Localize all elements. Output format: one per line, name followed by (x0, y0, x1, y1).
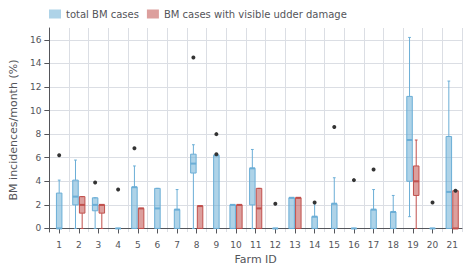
svg-text:total BM cases: total BM cases (66, 9, 139, 20)
svg-text:1: 1 (56, 240, 62, 250)
svg-text:7: 7 (174, 240, 180, 250)
svg-text:18: 18 (387, 240, 399, 250)
svg-text:19: 19 (407, 240, 419, 250)
svg-text:12: 12 (30, 82, 41, 92)
svg-text:Farm ID: Farm ID (235, 253, 277, 266)
svg-text:16: 16 (30, 35, 42, 45)
svg-text:10: 10 (30, 106, 42, 116)
svg-text:14: 14 (30, 58, 42, 68)
svg-text:BM incidences/month (%): BM incidences/month (%) (7, 60, 20, 201)
svg-text:11: 11 (250, 240, 261, 250)
svg-text:20: 20 (427, 240, 439, 250)
svg-text:14: 14 (309, 240, 321, 250)
svg-text:4: 4 (115, 240, 121, 250)
svg-text:8: 8 (194, 240, 200, 250)
svg-text:13: 13 (289, 240, 300, 250)
svg-text:4: 4 (36, 176, 42, 186)
svg-text:6: 6 (36, 153, 42, 163)
svg-text:3: 3 (96, 240, 102, 250)
svg-text:8: 8 (36, 129, 42, 139)
svg-text:2: 2 (36, 200, 42, 210)
svg-text:10: 10 (230, 240, 242, 250)
svg-text:15: 15 (329, 240, 340, 250)
svg-text:12: 12 (270, 240, 281, 250)
svg-text:BM cases with visible udder da: BM cases with visible udder damage (164, 9, 347, 20)
svg-text:2: 2 (76, 240, 82, 250)
svg-text:16: 16 (348, 240, 360, 250)
svg-text:17: 17 (368, 240, 379, 250)
svg-text:21: 21 (446, 240, 457, 250)
svg-text:5: 5 (135, 240, 141, 250)
svg-text:6: 6 (155, 240, 161, 250)
svg-text:9: 9 (214, 240, 220, 250)
svg-text:0: 0 (36, 223, 42, 233)
